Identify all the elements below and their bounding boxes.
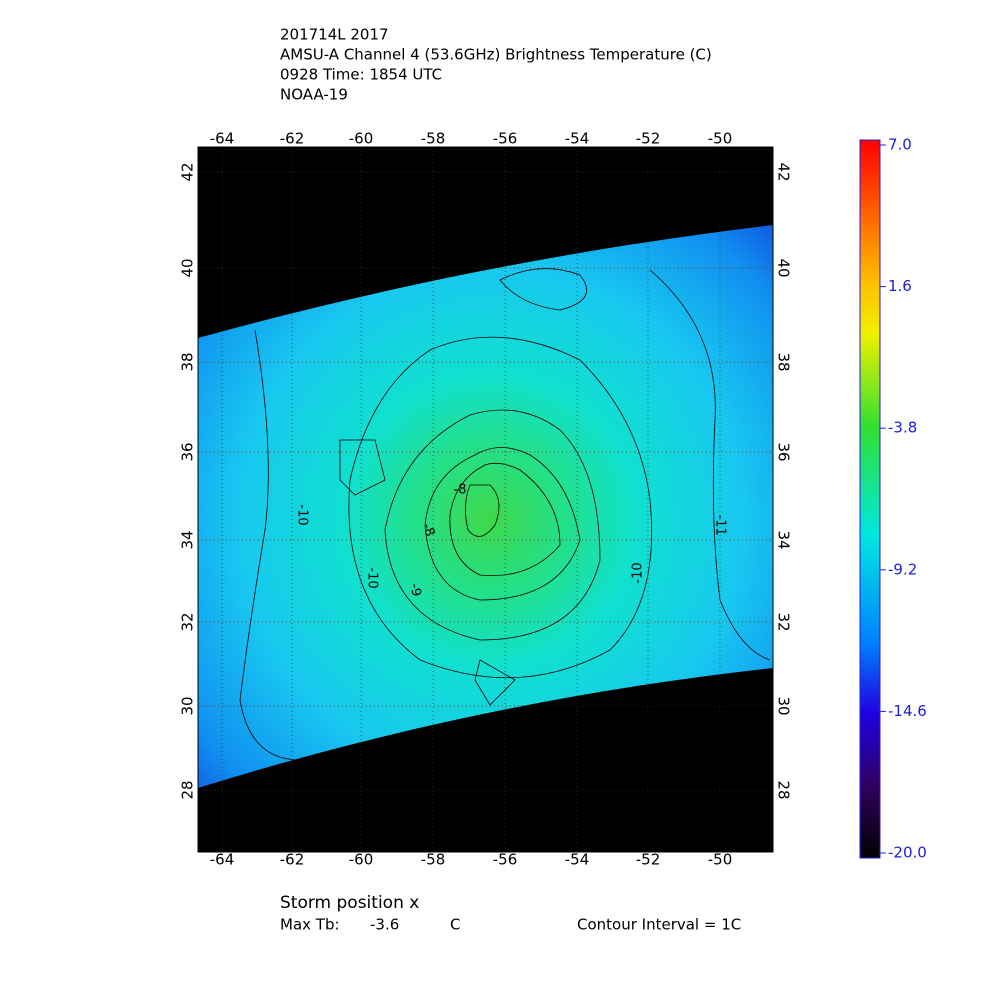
grid xyxy=(198,147,773,852)
header-line: AMSU-A Channel 4 (53.6GHz) Brightness Te… xyxy=(280,46,712,64)
lat-tick-label: 38 xyxy=(179,352,197,371)
colorbar-tick-label: 1.6 xyxy=(888,277,912,295)
contour-label: -8 xyxy=(454,483,467,498)
storm-position: Storm position x xyxy=(280,893,419,913)
map-frame xyxy=(197,146,774,853)
lon-tick-label: -60 xyxy=(349,130,374,148)
lon-tick-label: -62 xyxy=(280,130,305,148)
lat-tick-label: 40 xyxy=(179,258,197,277)
lat-tick-label: 34 xyxy=(775,530,793,549)
lat-tick-label: 30 xyxy=(775,696,793,715)
lon-tick-label: -50 xyxy=(708,130,733,148)
header-line: 0928 Time: 1854 UTC xyxy=(280,66,442,84)
lat-tick-label: 30 xyxy=(179,696,197,715)
lat-tick-label: 28 xyxy=(179,780,197,799)
contour-label: -10 xyxy=(295,504,310,525)
lon-tick-label: -64 xyxy=(210,130,235,148)
header-line: 201714L 2017 xyxy=(280,26,389,44)
colorbar-tick-label: -14.6 xyxy=(888,702,927,720)
max-tb-label: Max Tb: xyxy=(280,916,340,934)
lat-tick-label: 42 xyxy=(179,162,197,181)
lat-tick-label: 32 xyxy=(775,612,793,631)
lon-tick-label: -56 xyxy=(493,130,518,148)
lat-tick-label: 40 xyxy=(775,258,793,277)
contour-interval: Contour Interval = 1C xyxy=(577,916,741,934)
axes: -64 -64 -62 -62 -60 -60 -58 -58 -56 -56 -54 -54 -52 -… xyxy=(179,130,793,869)
lon-tick-label: -56 xyxy=(493,851,518,869)
lat-tick-label: 38 xyxy=(775,352,793,371)
contour-label: -9 xyxy=(406,582,423,597)
lon-tick-label: -52 xyxy=(636,851,661,869)
contour-label: -10 xyxy=(365,567,380,588)
lat-tick-label: 36 xyxy=(775,442,793,461)
header: 201714L 2017 AMSU-A Channel 4 (53.6GHz) B… xyxy=(280,26,712,104)
contour-label: -11 xyxy=(713,514,728,535)
lat-tick-label: 42 xyxy=(775,162,793,181)
contour-labels: -10 -10 -9 -8 -8 -10 -11 xyxy=(295,483,728,598)
lon-tick-label: -58 xyxy=(421,851,446,869)
swath xyxy=(198,225,773,788)
colorbar-tick-label: -9.2 xyxy=(888,560,917,578)
colorbar-tick-label: -3.8 xyxy=(888,419,917,437)
map: -64 -64 -62 -62 -60 -60 -58 -58 -56 -56 -54 -54 -52 -… xyxy=(179,130,793,869)
lon-tick-label: -58 xyxy=(421,130,446,148)
lon-tick-label: -54 xyxy=(565,851,590,869)
lon-tick-label: -62 xyxy=(280,851,305,869)
contours xyxy=(239,268,771,761)
lat-tick-label: 32 xyxy=(179,612,197,631)
colorbar-tick-label: 7.0 xyxy=(888,136,912,154)
contour-label: -10 xyxy=(631,562,646,583)
lon-tick-label: -60 xyxy=(349,851,374,869)
lon-tick-label: -64 xyxy=(210,851,235,869)
colorbar: 7.0 1.6 -3.8 -9.2 -14.6 -20.0 xyxy=(859,136,927,862)
max-tb-unit: C xyxy=(450,916,460,934)
contour-label: -8 xyxy=(419,521,438,538)
lat-tick-label: 28 xyxy=(775,780,793,799)
max-tb-value: -3.6 xyxy=(370,916,399,934)
header-line: NOAA-19 xyxy=(280,86,348,104)
footer: Storm position x Max Tb: -3.6 C Contour … xyxy=(280,893,741,934)
lon-tick-label: -50 xyxy=(708,851,733,869)
lon-tick-label: -54 xyxy=(565,130,590,148)
lat-tick-label: 36 xyxy=(179,442,197,461)
colorbar-scale xyxy=(859,139,881,859)
lon-tick-label: -52 xyxy=(636,130,661,148)
colorbar-tick-label: -20.0 xyxy=(888,844,927,862)
lat-tick-label: 34 xyxy=(179,530,197,549)
